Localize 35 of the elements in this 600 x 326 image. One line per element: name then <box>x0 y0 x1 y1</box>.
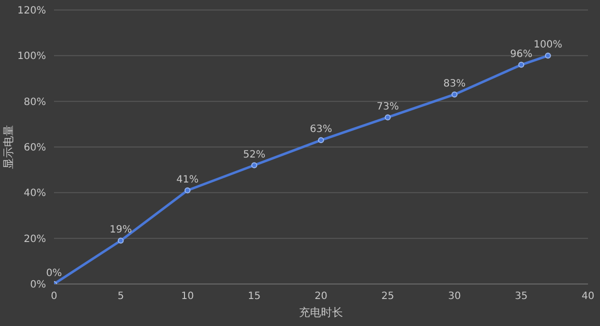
x-tick-label: 30 <box>448 291 461 302</box>
x-axis-title: 充电时长 <box>299 306 343 319</box>
data-label: 96% <box>510 48 532 60</box>
y-tick-label: 120% <box>17 6 46 17</box>
y-tick-label: 80% <box>24 96 46 108</box>
y-tick-label: 0% <box>30 280 46 291</box>
data-label: 100% <box>534 40 562 51</box>
point <box>251 162 258 168</box>
point <box>452 91 458 98</box>
data-label: 19% <box>110 224 132 236</box>
y-tick-label: 60% <box>24 142 46 154</box>
data-label: 52% <box>243 149 266 160</box>
point <box>544 52 551 59</box>
y-tick-label: 40% <box>24 188 46 200</box>
data-label: 41% <box>176 174 199 186</box>
data-label: 73% <box>376 101 399 112</box>
x-tick-label: 20 <box>314 291 328 302</box>
point <box>318 137 324 144</box>
data-label: 83% <box>443 78 466 90</box>
point <box>184 187 190 194</box>
y-axis-title: 显示电量 <box>2 125 15 169</box>
x-tick-label: 35 <box>514 291 528 302</box>
x-tick-label: 15 <box>248 291 261 302</box>
data-label: 63% <box>310 124 332 136</box>
y-tick-label: 100% <box>17 51 46 62</box>
x-tick-label: 5 <box>118 291 124 302</box>
x-tick-label: 40 <box>582 291 594 302</box>
point <box>118 238 124 244</box>
x-tick-label: 25 <box>381 291 394 302</box>
point <box>518 62 524 68</box>
y-tick-label: 20% <box>24 234 46 245</box>
x-tick-label: 10 <box>181 291 194 302</box>
data-label: 0% <box>46 268 62 279</box>
point <box>384 114 391 120</box>
x-tick-label: 0 <box>50 291 58 302</box>
